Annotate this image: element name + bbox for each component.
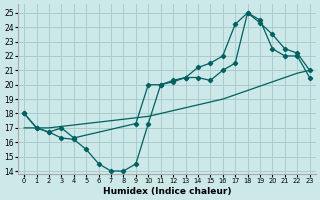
X-axis label: Humidex (Indice chaleur): Humidex (Indice chaleur) [103,187,231,196]
